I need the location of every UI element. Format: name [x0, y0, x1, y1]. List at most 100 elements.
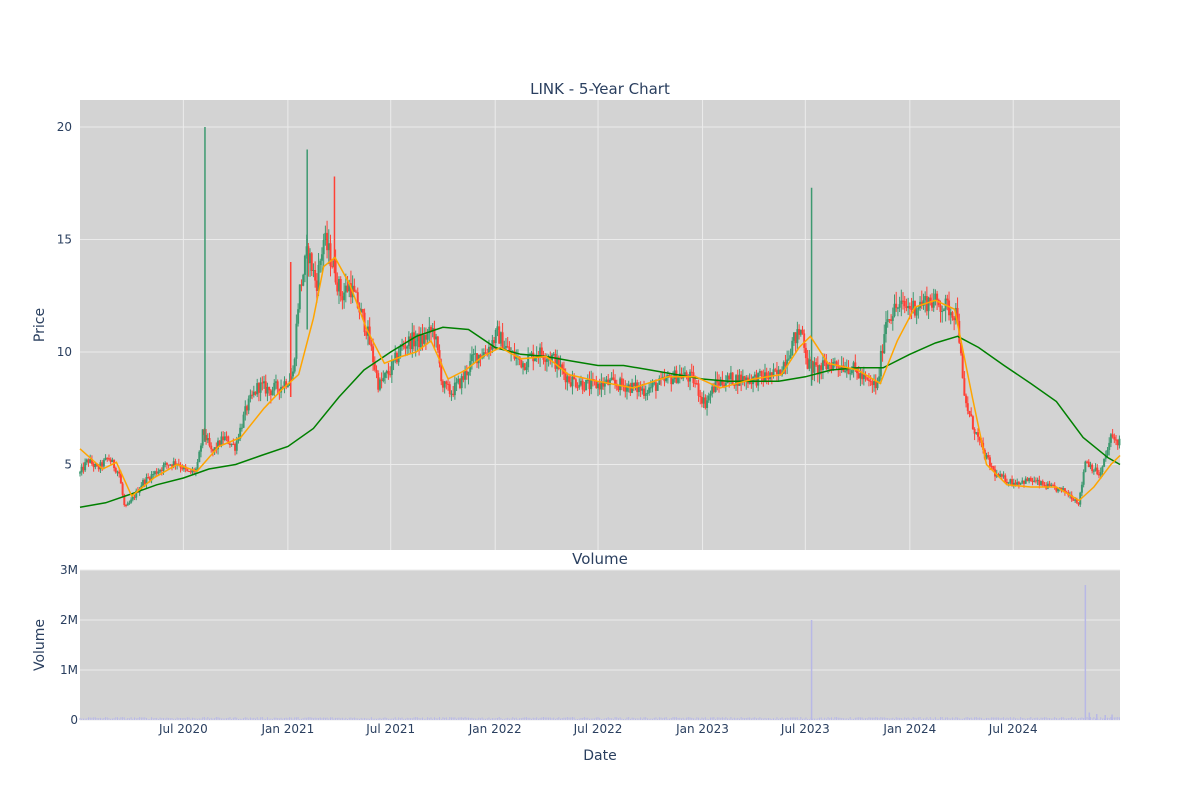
volume-bar [817, 718, 819, 720]
volume-bar [406, 717, 408, 720]
volume-bar [972, 718, 974, 720]
candle-body [804, 347, 807, 359]
volume-bar [314, 717, 316, 720]
volume-bar [503, 718, 505, 720]
volume-bar [1086, 717, 1088, 720]
volume-bar [1001, 717, 1003, 720]
volume-bar [168, 717, 170, 720]
volume-bar [261, 717, 263, 720]
candle-body [338, 279, 341, 292]
candle-body [590, 379, 593, 390]
volume-bar [745, 717, 747, 720]
candle-body [702, 397, 705, 404]
volume-bar [539, 717, 541, 720]
candle-body [1089, 464, 1092, 468]
volume-bar [139, 717, 141, 720]
candle-body [794, 332, 797, 344]
volume-bar [963, 718, 965, 720]
volume-bar [929, 717, 931, 720]
candle-body [1103, 458, 1106, 467]
volume-bar [82, 718, 84, 720]
candle-body [232, 443, 235, 445]
candle-body [162, 464, 165, 471]
candle-body [147, 477, 150, 479]
candle-body [525, 367, 528, 370]
volume-bar [667, 718, 669, 720]
volume-bar [854, 717, 856, 720]
candle-body [566, 376, 569, 383]
volume-bar [391, 718, 393, 720]
candle-body [499, 332, 502, 344]
volume-bar [410, 718, 412, 720]
candle-body [80, 466, 83, 473]
price-y-tick-label: 10 [57, 345, 72, 359]
candle-body [283, 381, 286, 388]
volume-bar [902, 718, 904, 720]
volume-bar [321, 718, 323, 720]
volume-bar [454, 717, 456, 720]
candle-body [397, 355, 400, 363]
volume-bar [234, 717, 236, 720]
candle-body [1029, 477, 1032, 481]
candle-body [641, 388, 644, 391]
candle-body [741, 376, 744, 383]
volume-bar [183, 717, 185, 720]
candle-body [808, 359, 811, 369]
candle-body [1101, 466, 1104, 473]
volume-bar [663, 717, 665, 720]
volume-bar [525, 717, 527, 720]
candle-body [315, 280, 318, 292]
volume-bar [783, 718, 785, 720]
volume-bar [387, 718, 389, 720]
candle-body [430, 326, 433, 332]
volume-bar [957, 717, 959, 720]
volume-y-tick-label: 0 [70, 713, 78, 727]
volume-bar [931, 718, 933, 720]
candle-body [361, 309, 364, 313]
volume-bar [629, 718, 631, 720]
volume-bar [837, 717, 839, 720]
volume-bar [599, 717, 601, 720]
candle-body [104, 457, 107, 460]
volume-bar-spike [1088, 712, 1091, 720]
volume-bar [541, 717, 543, 720]
candle-body [637, 386, 640, 393]
candle-body [111, 459, 114, 463]
candle-body [245, 406, 248, 411]
candle-body [131, 496, 134, 500]
candle-body [394, 352, 397, 361]
candle-body [102, 459, 105, 467]
candle-body [143, 479, 146, 485]
volume-bar [1118, 717, 1120, 720]
volume-bar [1093, 717, 1095, 720]
candle-body [583, 389, 586, 391]
volume-bar [452, 717, 454, 720]
volume-bar [827, 717, 829, 720]
volume-bar [457, 717, 459, 720]
volume-bar [174, 718, 176, 720]
volume-bar [561, 718, 563, 720]
candle-body [297, 309, 300, 324]
candle-body [1024, 478, 1027, 484]
date-x-tick-label: Jan 2021 [260, 722, 314, 736]
volume-bar [1021, 718, 1023, 720]
volume-bar [442, 717, 444, 720]
candle-body [629, 384, 632, 393]
candle-body [639, 386, 642, 391]
candle-body [1109, 434, 1112, 443]
volume-bar [214, 718, 216, 720]
candle-body [87, 459, 90, 463]
candle-body [1099, 472, 1102, 476]
volume-bar [641, 718, 643, 720]
candle-body [257, 383, 260, 393]
volume-bar [919, 717, 921, 720]
volume-bar [195, 718, 197, 720]
candle-body [634, 382, 637, 387]
volume-bar [468, 717, 470, 720]
candle-body [152, 474, 155, 476]
volume-bar [566, 717, 568, 720]
candle-body [1106, 450, 1109, 456]
volume-bar [422, 717, 424, 720]
candle-body [423, 335, 426, 344]
